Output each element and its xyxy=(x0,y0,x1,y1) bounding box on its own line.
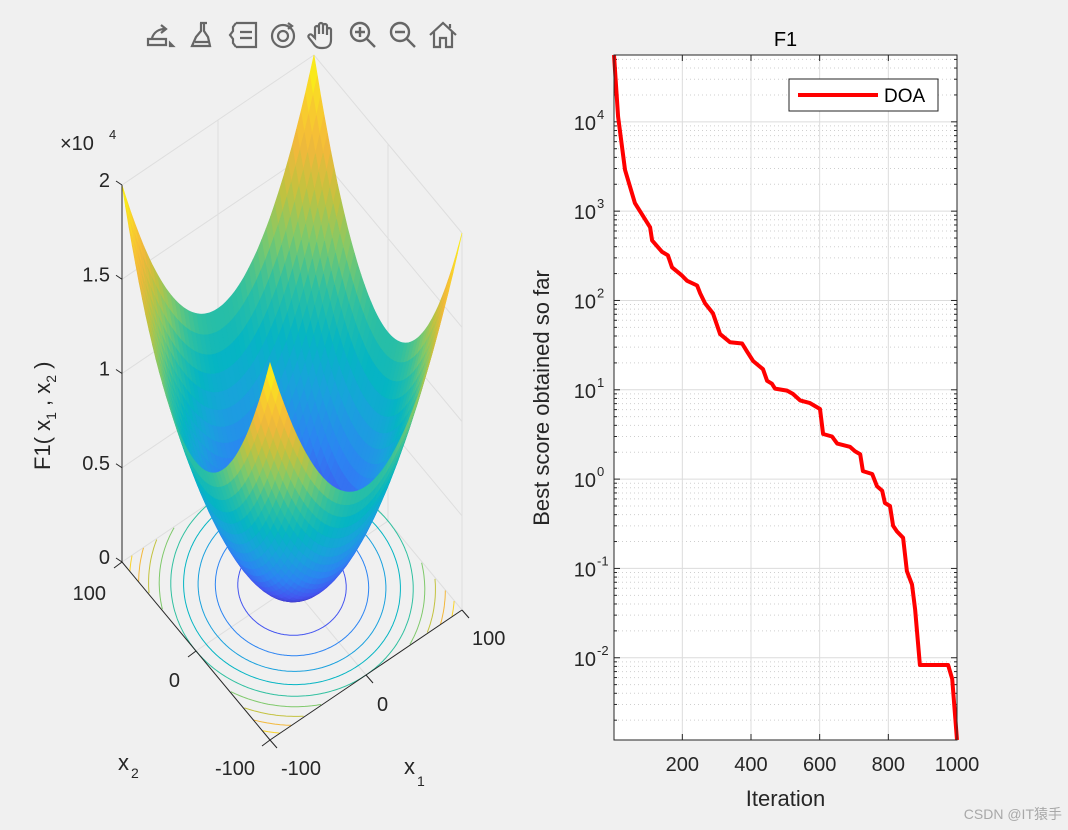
series-line-doa xyxy=(612,54,959,741)
contour-line xyxy=(158,527,175,610)
y-tick-exponent: 3 xyxy=(597,196,604,211)
x2-axis-label-sub: 2 xyxy=(131,765,139,781)
z-tick-label: 0.5 xyxy=(82,453,110,475)
y-tick-label: 10 xyxy=(574,649,596,671)
y-tick-exponent: -1 xyxy=(597,553,609,568)
contour-line xyxy=(262,730,280,734)
z-tick-label: 1.5 xyxy=(82,264,110,286)
y-tick-label: 10 xyxy=(574,559,596,581)
y-tick-label: 10 xyxy=(574,381,596,403)
z-axis-label-part: , x xyxy=(30,383,55,412)
contour-line xyxy=(451,601,455,617)
contour-line xyxy=(440,590,446,625)
x2-tick-label: 0 xyxy=(169,670,180,692)
z-tick-label: 0 xyxy=(99,547,110,569)
x2-tick xyxy=(261,739,271,747)
z-axis-label-part: F1( x xyxy=(30,420,55,470)
z-tick xyxy=(115,180,123,186)
legend-label-doa: DOA xyxy=(884,86,926,107)
y-tick-label: 10 xyxy=(574,470,596,492)
x1-tick-label: 0 xyxy=(377,694,388,716)
y-tick-label: 10 xyxy=(574,202,596,224)
contour-line xyxy=(253,719,292,726)
x2-tick xyxy=(187,650,197,658)
z-tick-label: 1 xyxy=(99,359,110,381)
plot-area xyxy=(614,55,957,740)
x1-axis-label-sub: 1 xyxy=(417,773,425,789)
y-tick-exponent: 2 xyxy=(597,285,604,300)
surface-patch xyxy=(121,184,130,220)
y-tick-label: 10 xyxy=(574,113,596,135)
z-axis-label: F1( x1 , x2 ) xyxy=(30,361,59,470)
x-axis-label: Iteration xyxy=(746,786,826,811)
z-tick xyxy=(115,557,123,563)
z-exponent-label: ×10 xyxy=(60,133,94,155)
x-tick-label: 1000 xyxy=(935,754,980,776)
pan-hand-icon[interactable] xyxy=(306,18,340,52)
chart-title: F1 xyxy=(774,29,797,51)
x-tick-label: 800 xyxy=(872,754,905,776)
z-tick xyxy=(115,369,123,374)
x1-tick xyxy=(461,609,470,619)
brush-icon[interactable] xyxy=(186,18,220,52)
home-restore-view-icon[interactable] xyxy=(426,18,460,52)
z-tick xyxy=(115,274,123,280)
x1-tick-label: 100 xyxy=(472,628,505,650)
data-tips-icon[interactable] xyxy=(226,18,260,52)
surface-patch xyxy=(266,361,275,391)
contour-line xyxy=(138,547,144,582)
x1-tick-label: -100 xyxy=(281,758,321,780)
axes-box xyxy=(613,54,958,741)
y-tick-exponent: -2 xyxy=(597,643,609,658)
z-tick xyxy=(115,463,123,469)
y-tick-exponent: 4 xyxy=(597,107,604,122)
z-tick-label: 2 xyxy=(99,170,110,192)
z-axis-label-part: ) xyxy=(30,361,55,374)
x1-tick xyxy=(365,674,374,684)
z-axis-label-part: 1 xyxy=(43,412,59,420)
x-tick-label: 200 xyxy=(666,754,699,776)
x1-axis-label: x xyxy=(404,754,415,779)
x2-tick-label: -100 xyxy=(215,758,255,780)
z-axis-label-part: 2 xyxy=(43,375,59,383)
watermark: CSDN @IT猿手 xyxy=(963,806,1062,822)
x-tick-label: 600 xyxy=(803,754,836,776)
y-tick-label: 10 xyxy=(574,291,596,313)
contour-line xyxy=(230,691,322,708)
zoom-in-icon[interactable] xyxy=(346,18,380,52)
contour-line xyxy=(409,562,426,645)
contour-line xyxy=(148,539,158,594)
contour-line xyxy=(129,555,133,571)
rotate-3d-icon[interactable] xyxy=(266,18,300,52)
y-axis-label: Best score obtained so far xyxy=(529,270,554,526)
y-tick-exponent: 1 xyxy=(597,375,604,390)
x1-tick xyxy=(269,739,278,749)
x-tick-label: 400 xyxy=(734,754,767,776)
y-tick-exponent: 0 xyxy=(597,464,604,479)
export-icon[interactable] xyxy=(143,18,177,52)
x2-tick xyxy=(113,561,123,569)
legend[interactable]: DOA xyxy=(788,78,939,112)
contour-line xyxy=(426,578,436,633)
x2-axis-label: x xyxy=(118,750,129,775)
z-exponent-power: 4 xyxy=(109,127,116,142)
x2-tick-label: 100 xyxy=(73,583,106,605)
zoom-out-icon[interactable] xyxy=(386,18,420,52)
contour-line xyxy=(244,707,304,717)
